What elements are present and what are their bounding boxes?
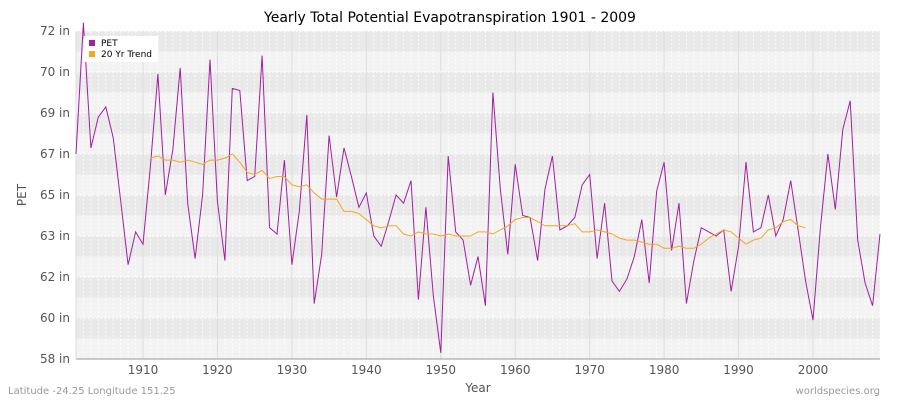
series-line-pet [75, 22, 881, 353]
x-tick-label: 1910 [128, 363, 159, 377]
legend-box [84, 36, 158, 62]
y-axis-ticks: 58 in 60 in 62 in 63 in 65 in 67 in 69 in 70 in… [40, 24, 70, 366]
x-tick-label: 1970 [574, 363, 605, 377]
x-axis-label: Year [464, 381, 490, 395]
x-tick-label: 1950 [426, 363, 457, 377]
y-tick-label: 67 in [40, 147, 70, 161]
y-tick-label: 62 in [40, 270, 70, 284]
legend-label-trend: 20 Yr Trend [101, 50, 152, 60]
x-tick-label: 1990 [723, 363, 754, 377]
y-tick-label: 60 in [40, 311, 70, 325]
y-tick-label: 63 in [40, 229, 70, 243]
legend-swatch-trend [89, 51, 95, 57]
series-lines [75, 22, 881, 353]
legend-swatch-pet [89, 40, 95, 46]
series-line-trend [150, 153, 806, 249]
y-tick-label: 58 in [40, 352, 70, 366]
x-tick-label: 2000 [798, 363, 829, 377]
legend: PET 20 Yr Trend [84, 36, 158, 62]
grid-lines [75, 30, 881, 360]
x-axis-ticks: 1910 1920 1930 1940 1950 1960 1970 1980 1990 2000 [128, 363, 829, 377]
footer-coordinates: Latitude -24.25 Longitude 151.25 [8, 386, 176, 397]
x-tick-label: 1930 [277, 363, 308, 377]
y-tick-label: 65 in [40, 188, 70, 202]
x-tick-label: 1960 [500, 363, 531, 377]
x-tick-label: 1940 [351, 363, 382, 377]
y-axis-label: PET [15, 183, 29, 206]
x-tick-label: 1980 [649, 363, 680, 377]
footer-source: worldspecies.org [796, 386, 880, 397]
x-tick-label: 1920 [202, 363, 233, 377]
y-tick-label: 70 in [40, 65, 70, 79]
legend-label-pet: PET [101, 39, 118, 49]
y-tick-label: 72 in [40, 24, 70, 38]
chart-title: Yearly Total Potential Evapotranspiratio… [263, 10, 636, 26]
y-tick-label: 69 in [40, 106, 70, 120]
